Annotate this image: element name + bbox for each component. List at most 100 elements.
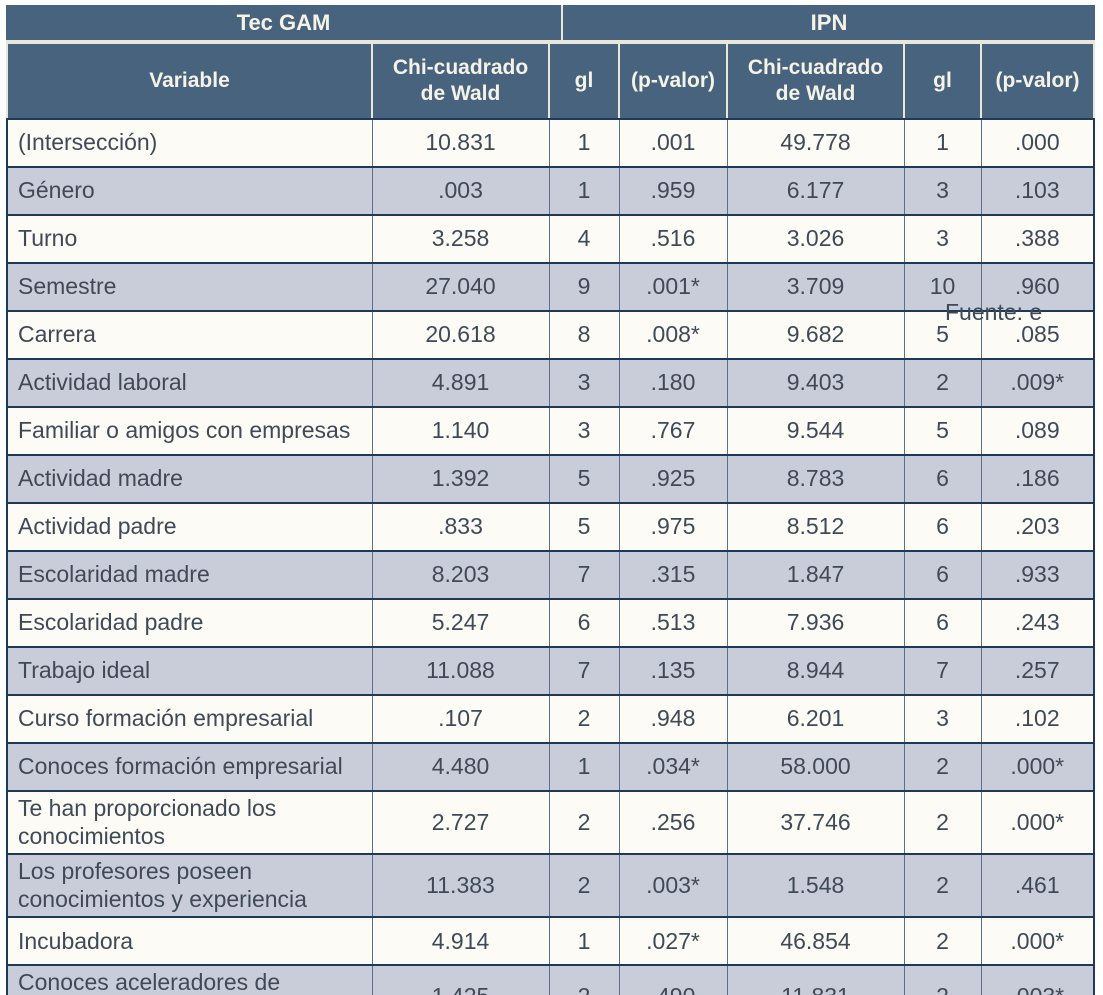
value-cell: 2 [903, 964, 982, 995]
value-cell: .027* [618, 916, 728, 967]
value-cell: 3 [548, 406, 620, 456]
table-row: Conoces aceleradores de negocios1.4252.4… [6, 964, 1095, 995]
wald-chi-square-table: Variable Chi-cuadrado de Wald gl (p-valo… [6, 42, 1095, 995]
value-cell: 4.891 [371, 358, 550, 408]
value-cell: 7 [548, 646, 620, 696]
value-cell: .461 [980, 853, 1095, 919]
value-cell: 3.258 [371, 214, 550, 264]
value-cell: 5 [903, 406, 982, 456]
group-header-ipn: IPN [563, 5, 1095, 40]
value-cell: .925 [618, 454, 728, 504]
value-cell: 1.425 [371, 964, 550, 995]
value-cell: 10 [903, 262, 982, 312]
value-cell: 58.000 [726, 742, 905, 792]
value-cell: 1.392 [371, 454, 550, 504]
value-cell: .933 [980, 550, 1095, 600]
value-cell: 1.847 [726, 550, 905, 600]
value-cell: 7.936 [726, 598, 905, 648]
table-row: Familiar o amigos con empresas 1.140 3.767… [6, 406, 1095, 456]
table-body: (Intersección) 10.831 1.001 49.778 1.000 Géne… [6, 118, 1095, 995]
column-header-pvalor-ipn: (p-valor) [980, 42, 1095, 120]
value-cell: 2 [903, 853, 982, 919]
value-cell: 5 [903, 310, 982, 360]
variable-cell: Curso formación empresarial [6, 694, 373, 744]
value-cell: .000* [980, 789, 1095, 856]
variable-cell: Actividad laboral [6, 358, 373, 408]
value-cell: 2 [903, 358, 982, 408]
value-cell: 11.831 [726, 964, 905, 995]
value-cell: 2 [548, 853, 620, 919]
table-row: Conoces formación empresarial 4.480 1.034*… [6, 742, 1095, 792]
value-cell: 6 [903, 502, 982, 552]
value-cell: .003* [980, 964, 1095, 995]
value-cell: 11.383 [371, 853, 550, 919]
variable-cell: Semestre [6, 262, 373, 312]
value-cell: 1.140 [371, 406, 550, 456]
column-header-gl-ipn: gl [903, 42, 982, 120]
value-cell: 5.247 [371, 598, 550, 648]
value-cell: 37.746 [726, 789, 905, 856]
table-row: Semestre 27.040 9.001* 3.709 10.960 [6, 262, 1095, 312]
value-cell: .001 [618, 118, 728, 168]
value-cell: .516 [618, 214, 728, 264]
value-cell: 6 [903, 550, 982, 600]
value-cell: 46.854 [726, 916, 905, 967]
value-cell: 1 [548, 742, 620, 792]
table-header: Variable Chi-cuadrado de Wald gl (p-valo… [6, 42, 1095, 120]
value-cell: .315 [618, 550, 728, 600]
value-cell: 3 [903, 214, 982, 264]
value-cell: .000 [980, 118, 1095, 168]
variable-cell: Carrera [6, 310, 373, 360]
value-cell: 2 [548, 964, 620, 995]
value-cell: 20.618 [371, 310, 550, 360]
value-cell: .490 [618, 964, 728, 995]
table-row: Actividad laboral 4.891 3.180 9.403 2.009* [6, 358, 1095, 408]
value-cell: 6 [548, 598, 620, 648]
value-cell: .180 [618, 358, 728, 408]
column-header-row: Variable Chi-cuadrado de Wald gl (p-valo… [6, 42, 1095, 120]
table-row: Actividad padre .833 5.975 8.512 6.203 [6, 502, 1095, 552]
value-cell: .948 [618, 694, 728, 744]
group-header-row: Tec GAM IPN [6, 5, 1095, 42]
value-cell: 9 [548, 262, 620, 312]
value-cell: 7 [548, 550, 620, 600]
value-cell: .513 [618, 598, 728, 648]
value-cell: 3.026 [726, 214, 905, 264]
variable-cell: Conoces aceleradores de negocios [6, 964, 373, 995]
value-cell: 1 [903, 118, 982, 168]
value-cell: 2 [548, 694, 620, 744]
table-row: Incubadora 4.914 1.027* 46.854 2.000* [6, 916, 1095, 967]
value-cell: .107 [371, 694, 550, 744]
value-cell: 3.709 [726, 262, 905, 312]
value-cell: .959 [618, 166, 728, 216]
value-cell: .833 [371, 502, 550, 552]
value-cell: .256 [618, 789, 728, 856]
value-cell: 3 [903, 166, 982, 216]
value-cell: .003 [371, 166, 550, 216]
value-cell: 9.682 [726, 310, 905, 360]
value-cell: 8.512 [726, 502, 905, 552]
value-cell: .135 [618, 646, 728, 696]
variable-cell: Género [6, 166, 373, 216]
value-cell: 7 [903, 646, 982, 696]
value-cell: 3 [548, 358, 620, 408]
variable-cell: (Intersección) [6, 118, 373, 168]
variable-cell: Incubadora [6, 916, 373, 967]
variable-cell: Te han proporcionado los conocimientos [6, 789, 373, 856]
value-cell: 9.544 [726, 406, 905, 456]
value-cell: 6 [903, 598, 982, 648]
value-cell: .034* [618, 742, 728, 792]
table-row: Te han proporcionado los conocimientos 2.… [6, 789, 1095, 856]
variable-cell: Familiar o amigos con empresas [6, 406, 373, 456]
value-cell: 1 [548, 118, 620, 168]
value-cell: 6.177 [726, 166, 905, 216]
value-cell: 8.783 [726, 454, 905, 504]
value-cell: 2 [903, 916, 982, 967]
value-cell: 2 [903, 789, 982, 856]
value-cell: 10.831 [371, 118, 550, 168]
table-row: (Intersección) 10.831 1.001 49.778 1.000 [6, 118, 1095, 168]
value-cell: .089 [980, 406, 1095, 456]
value-cell: .085 [980, 310, 1095, 360]
value-cell: 11.088 [371, 646, 550, 696]
